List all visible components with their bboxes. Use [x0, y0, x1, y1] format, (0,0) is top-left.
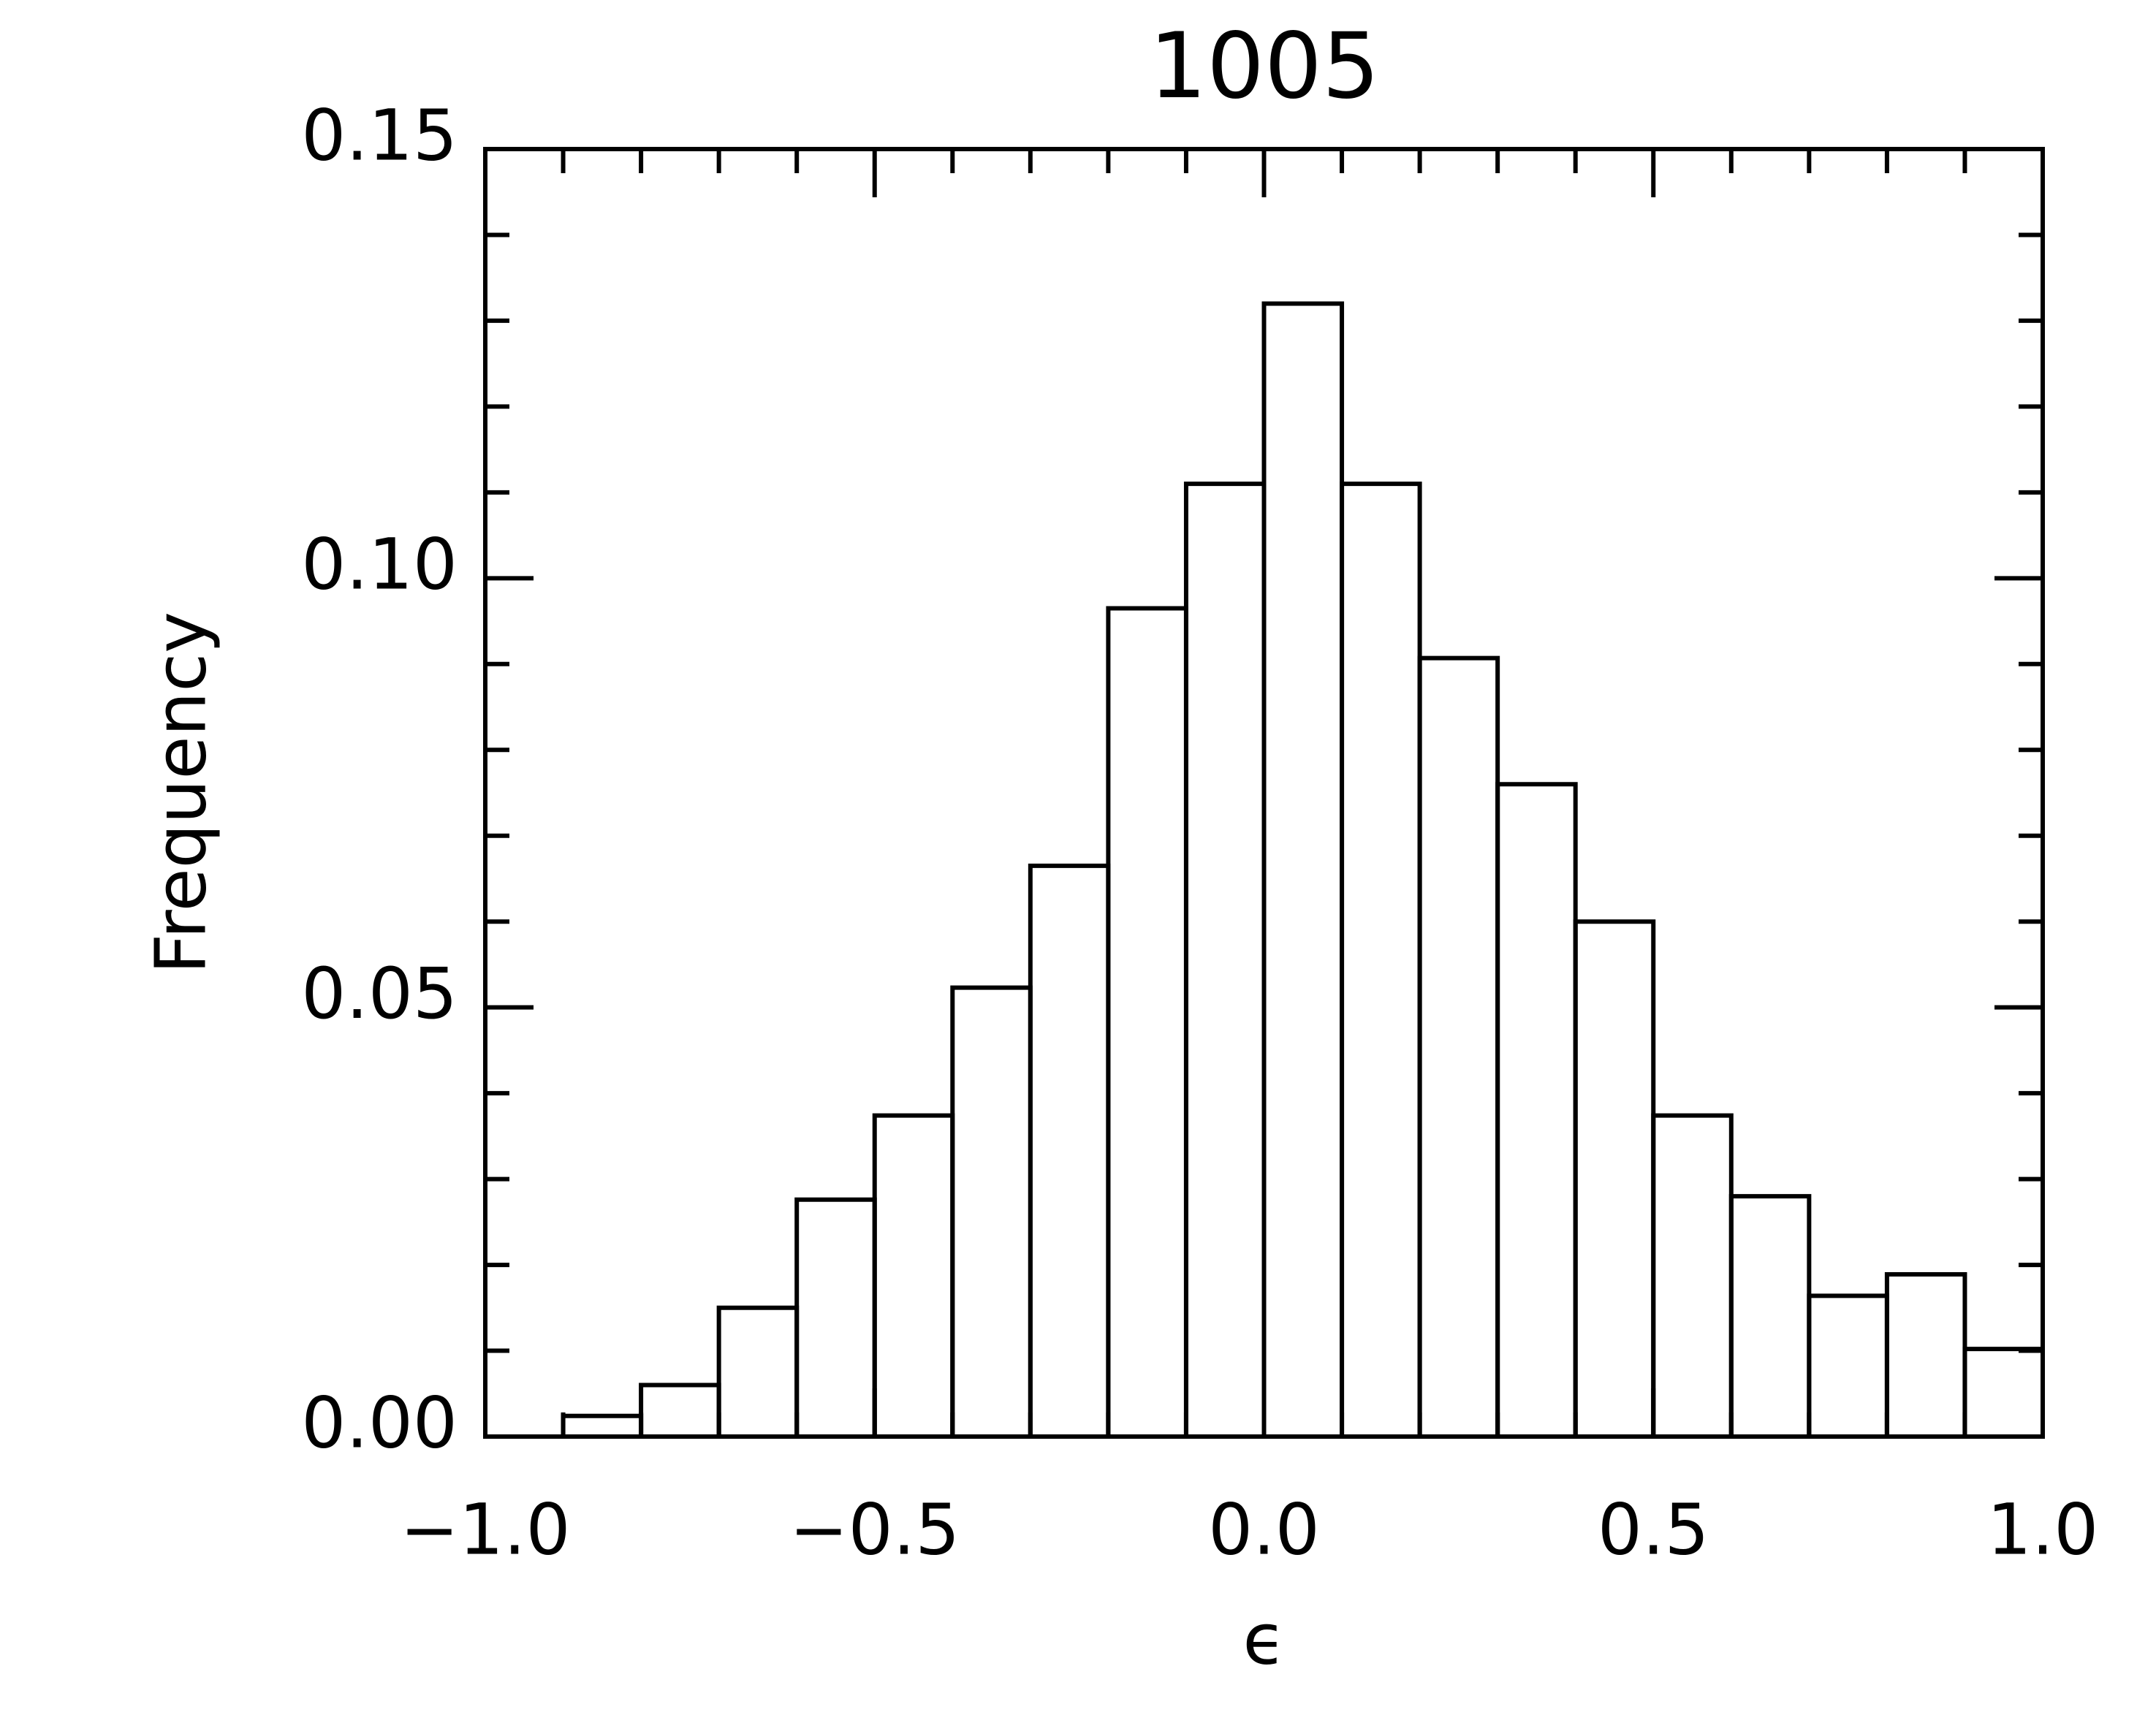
histogram-bin: [1884, 1271, 1967, 1437]
x-tick-label: −0.5: [789, 1488, 960, 1570]
x-tick-label: 0.5: [1598, 1488, 1709, 1570]
histogram-bin: [1807, 1293, 1889, 1437]
histogram-bin: [1340, 482, 1422, 1437]
histogram-bin: [1261, 301, 1345, 1437]
histogram-bin: [1028, 863, 1111, 1437]
histogram-bin: [1183, 482, 1267, 1437]
histogram-bin: [561, 1413, 644, 1437]
y-tick-label: 0.15: [301, 94, 458, 176]
histogram-bin: [1573, 919, 1656, 1437]
x-axis-label: ϵ: [1242, 1598, 1286, 1680]
histogram-bin: [716, 1305, 800, 1437]
histogram-bin: [950, 985, 1033, 1437]
x-tick-label: 1.0: [1987, 1488, 2099, 1570]
histogram-bin: [1106, 606, 1188, 1437]
x-tick-label: −1.0: [400, 1488, 570, 1570]
histogram-bin: [872, 1113, 955, 1437]
histogram-bin: [1728, 1194, 1812, 1437]
y-tick-label: 0.05: [301, 953, 458, 1035]
y-tick-label: 0.00: [301, 1382, 458, 1464]
chart-title: 1005: [1149, 14, 1380, 119]
histogram-bin: [1651, 1113, 1734, 1437]
histogram-bin: [1962, 1347, 2045, 1437]
x-tick-label: 0.0: [1208, 1488, 1320, 1570]
histogram-bin: [639, 1382, 721, 1437]
histogram-bin: [1495, 782, 1578, 1437]
y-axis-label: Frequency: [140, 612, 221, 974]
histogram-bin: [1417, 655, 1500, 1437]
y-tick-label: 0.10: [301, 524, 458, 606]
histogram-bin: [794, 1197, 877, 1437]
